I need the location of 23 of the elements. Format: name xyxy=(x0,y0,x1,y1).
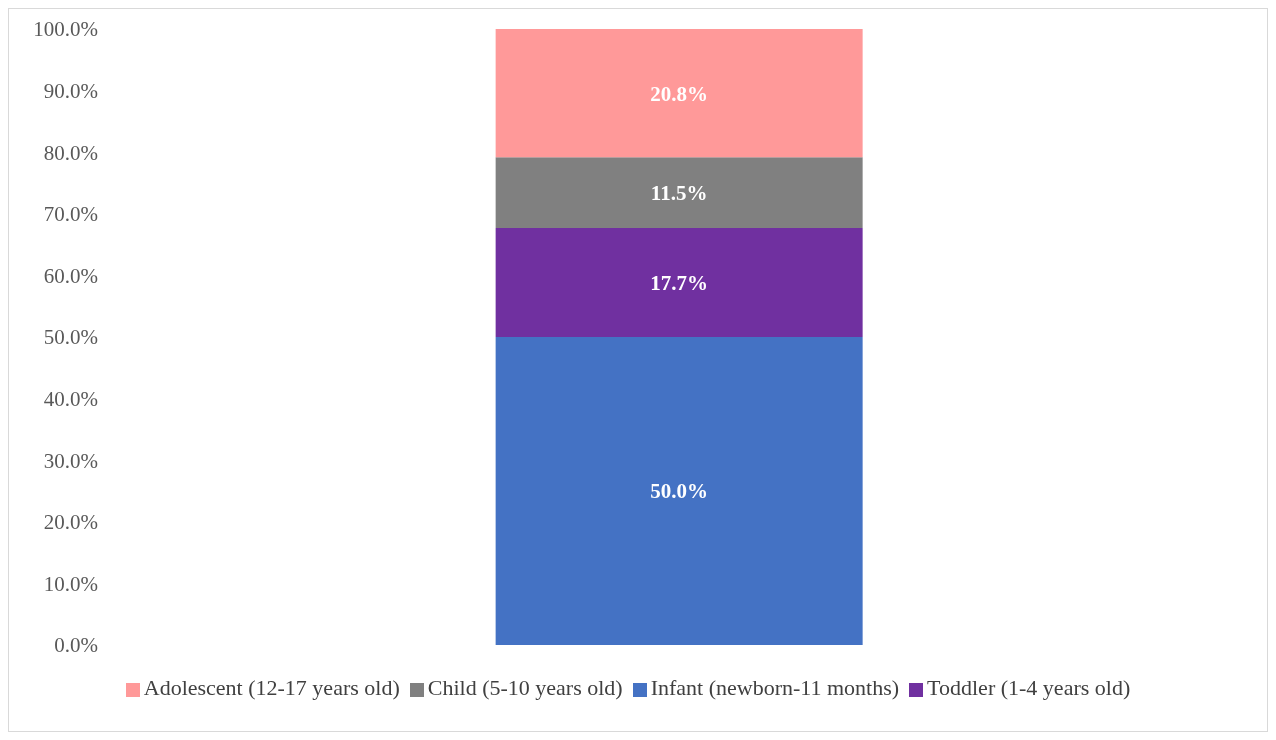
data-label: 11.5% xyxy=(650,181,708,205)
legend-label: Infant (newborn-11 months) xyxy=(650,675,900,700)
bar xyxy=(495,227,863,337)
data-label: 50.0% xyxy=(650,479,709,504)
y-tick-label: 0.0% xyxy=(54,633,98,658)
bar xyxy=(495,29,863,158)
y-tick-label: 70.0% xyxy=(43,202,98,227)
y-tick-label: 10.0% xyxy=(43,571,98,596)
y-tick-label: 20.0% xyxy=(43,510,98,535)
y-tick-label: 50.0% xyxy=(43,325,98,350)
y-tick-label: 30.0% xyxy=(43,448,98,473)
y-tick-label: 60.0% xyxy=(43,263,98,288)
data-label: 20.8% xyxy=(650,81,709,106)
bar xyxy=(495,337,863,645)
bar xyxy=(495,157,863,228)
legend-label: Child (5-10 years old) xyxy=(427,675,623,700)
data-label: 17.7% xyxy=(650,270,709,295)
y-tick-label: 80.0% xyxy=(43,140,98,165)
legend-label: Toddler (1-4 years old) xyxy=(927,675,1131,700)
y-tick-label: 100.0% xyxy=(33,17,98,42)
y-tick-label: 90.0% xyxy=(43,79,98,104)
legend-label: Adolescent (12-17 years old) xyxy=(143,675,400,700)
y-tick-label: 40.0% xyxy=(43,387,98,412)
